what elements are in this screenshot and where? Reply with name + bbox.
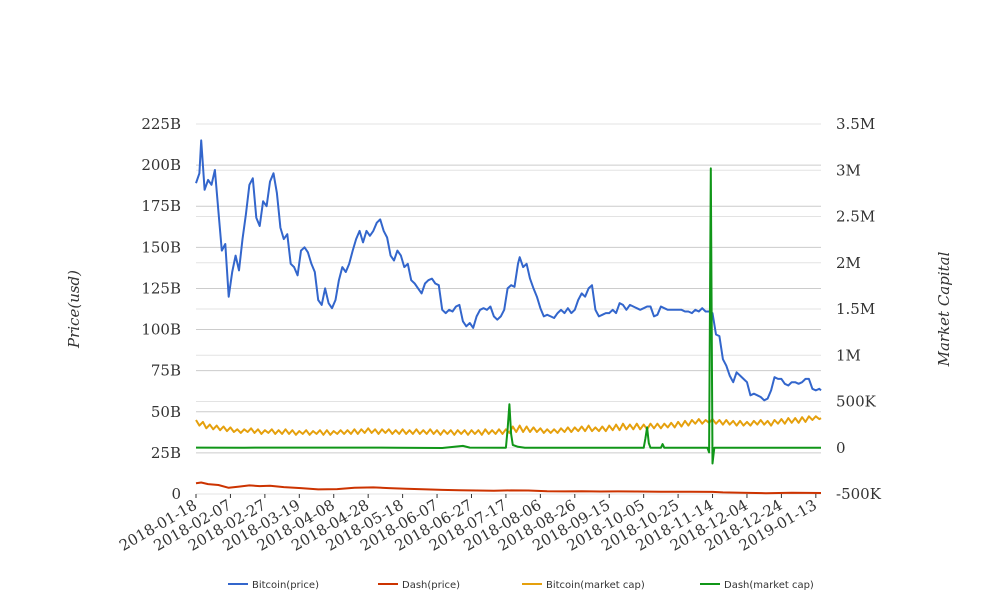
y2-tick-label: -500K bbox=[836, 485, 882, 503]
y2-tick-label: 1.5M bbox=[836, 300, 875, 318]
series-lines bbox=[195, 139, 822, 495]
y-axis-left: 0 25B 50B 75B 100B 125B 150B 175B 200B 225B bbox=[141, 115, 181, 503]
legend-item: Dash(market cap) bbox=[700, 580, 814, 591]
y-tick-label: 100B bbox=[141, 321, 181, 339]
y-tick-label: 200B bbox=[141, 156, 181, 174]
y-tick-label: 225B bbox=[141, 115, 181, 133]
gridlines bbox=[196, 123, 821, 495]
x-axis: 2018-01-182018-02-072018-02-272018-03-19… bbox=[116, 494, 820, 555]
y-tick-label: 50B bbox=[151, 403, 181, 421]
y2-tick-label: 2M bbox=[836, 254, 861, 272]
y-axis-title: Price(usd) bbox=[65, 270, 83, 349]
y2-tick-label: 3M bbox=[836, 161, 861, 179]
legend-item: Bitcoin(price) bbox=[228, 580, 319, 591]
series-line-dash-price bbox=[195, 481, 822, 495]
y2-axis-title: Market Capital bbox=[935, 251, 953, 367]
y-tick-label: 150B bbox=[141, 238, 181, 256]
y2-tick-label: 500K bbox=[836, 393, 877, 411]
y-tick-label: 125B bbox=[141, 279, 181, 297]
series-line-dash-market-cap bbox=[195, 167, 821, 465]
y-tick-label: 75B bbox=[151, 362, 181, 380]
legend-label: Bitcoin(market cap) bbox=[546, 580, 645, 591]
y2-tick-label: 3.5M bbox=[836, 115, 875, 133]
y2-tick-label: 1M bbox=[836, 346, 861, 364]
y2-tick-label: 0 bbox=[836, 439, 846, 457]
legend: Bitcoin(price) Dash(price) Bitcoin(market … bbox=[228, 580, 814, 591]
legend-label: Bitcoin(price) bbox=[252, 580, 319, 591]
legend-item: Bitcoin(market cap) bbox=[522, 580, 645, 591]
series-line-bitcoin-price bbox=[195, 139, 822, 402]
y-tick-label: 25B bbox=[151, 444, 181, 462]
legend-label: Dash(price) bbox=[402, 580, 460, 591]
y2-tick-label: 2.5M bbox=[836, 208, 875, 226]
series-line-bitcoin-market-cap bbox=[195, 415, 822, 436]
y-tick-label: 175B bbox=[141, 197, 181, 215]
y-tick-label: 0 bbox=[171, 485, 181, 503]
legend-label: Dash(market cap) bbox=[724, 580, 814, 591]
legend-item: Dash(price) bbox=[378, 580, 460, 591]
y-axis-right: -500K 0 500K 1M 1.5M 2M 2.5M 3M 3.5M bbox=[836, 115, 882, 503]
